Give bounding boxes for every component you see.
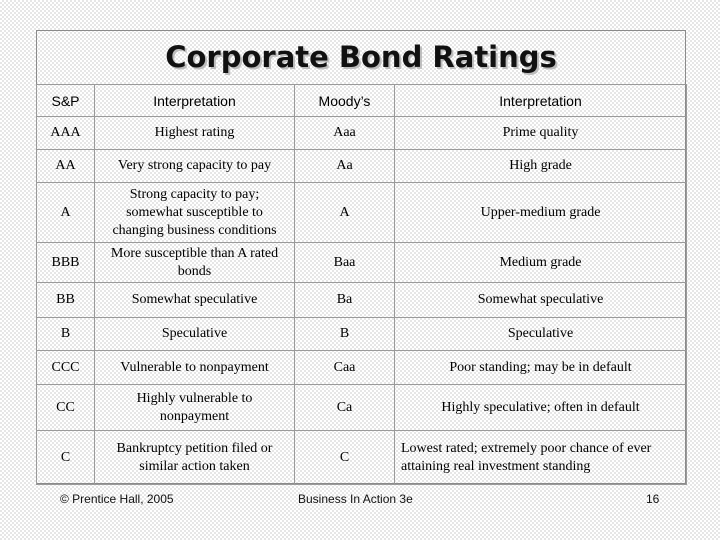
table-row: CC Highly vulnerable to nonpayment Ca Hi…: [36, 384, 687, 431]
moodys-interpretation: Highly speculative; often in default: [394, 384, 687, 431]
table-row: C Bankruptcy petition filed or similar a…: [36, 430, 687, 485]
sp-rating: AA: [36, 149, 95, 183]
header-sp: S&P: [36, 84, 95, 117]
table-row: BB Somewhat speculative Ba Somewhat spec…: [36, 282, 687, 318]
moodys-interpretation: Prime quality: [394, 116, 687, 150]
sp-interpretation: More susceptible than A rated bonds: [94, 242, 295, 283]
moodys-interpretation: Medium grade: [394, 242, 687, 283]
moodys-rating: Aaa: [294, 116, 395, 150]
sp-rating: CCC: [36, 350, 95, 385]
moodys-interpretation: Poor standing; may be in default: [394, 350, 687, 385]
sp-interpretation: Very strong capacity to pay: [94, 149, 295, 183]
header-moodys-interpretation: Interpretation: [394, 84, 687, 117]
sp-interpretation: Highly vulnerable to nonpayment: [94, 384, 295, 431]
moodys-interpretation: High grade: [394, 149, 687, 183]
moodys-rating: A: [294, 182, 395, 243]
table-row: BBB More susceptible than A rated bonds …: [36, 242, 687, 283]
table-row: AA Very strong capacity to pay Aa High g…: [36, 149, 687, 183]
bond-ratings-table: S&P Interpretation Moody’s Interpretatio…: [36, 84, 687, 485]
sp-rating: CC: [36, 384, 95, 431]
moodys-rating: Ca: [294, 384, 395, 431]
sp-rating: BB: [36, 282, 95, 318]
footer-page-number: 16: [646, 492, 660, 506]
sp-rating: AAA: [36, 116, 95, 150]
moodys-interpretation: Lowest rated; extremely poor chance of e…: [394, 430, 687, 485]
table-row: CCC Vulnerable to nonpayment Caa Poor st…: [36, 350, 687, 385]
moodys-interpretation: Upper-medium grade: [394, 182, 687, 243]
sp-rating: B: [36, 317, 95, 351]
table-row: AAA Highest rating Aaa Prime quality: [36, 116, 687, 150]
sp-interpretation: Highest rating: [94, 116, 295, 150]
sp-interpretation: Somewhat speculative: [94, 282, 295, 318]
footer-course-title: Business In Action 3e: [298, 492, 413, 506]
sp-rating: BBB: [36, 242, 95, 283]
footer-copyright: © Prentice Hall, 2005: [60, 492, 174, 506]
moodys-rating: Baa: [294, 242, 395, 283]
sp-interpretation: Bankruptcy petition filed or similar act…: [94, 430, 295, 485]
moodys-rating: C: [294, 430, 395, 485]
moodys-interpretation: Speculative: [394, 317, 687, 351]
slide-title: Corporate Bond Ratings: [165, 40, 557, 74]
moodys-rating: B: [294, 317, 395, 351]
sp-interpretation: Speculative: [94, 317, 295, 351]
table-header-row: S&P Interpretation Moody’s Interpretatio…: [36, 84, 687, 117]
moodys-rating: Caa: [294, 350, 395, 385]
header-sp-interpretation: Interpretation: [94, 84, 295, 117]
table-row: A Strong capacity to pay; somewhat susce…: [36, 182, 687, 243]
sp-rating: C: [36, 430, 95, 485]
moodys-interpretation: Somewhat speculative: [394, 282, 687, 318]
moodys-rating: Aa: [294, 149, 395, 183]
sp-interpretation: Strong capacity to pay; somewhat suscept…: [94, 182, 295, 243]
sp-rating: A: [36, 182, 95, 243]
table-row: B Speculative B Speculative: [36, 317, 687, 351]
header-moodys: Moody’s: [294, 84, 395, 117]
sp-interpretation: Vulnerable to nonpayment: [94, 350, 295, 385]
moodys-rating: Ba: [294, 282, 395, 318]
